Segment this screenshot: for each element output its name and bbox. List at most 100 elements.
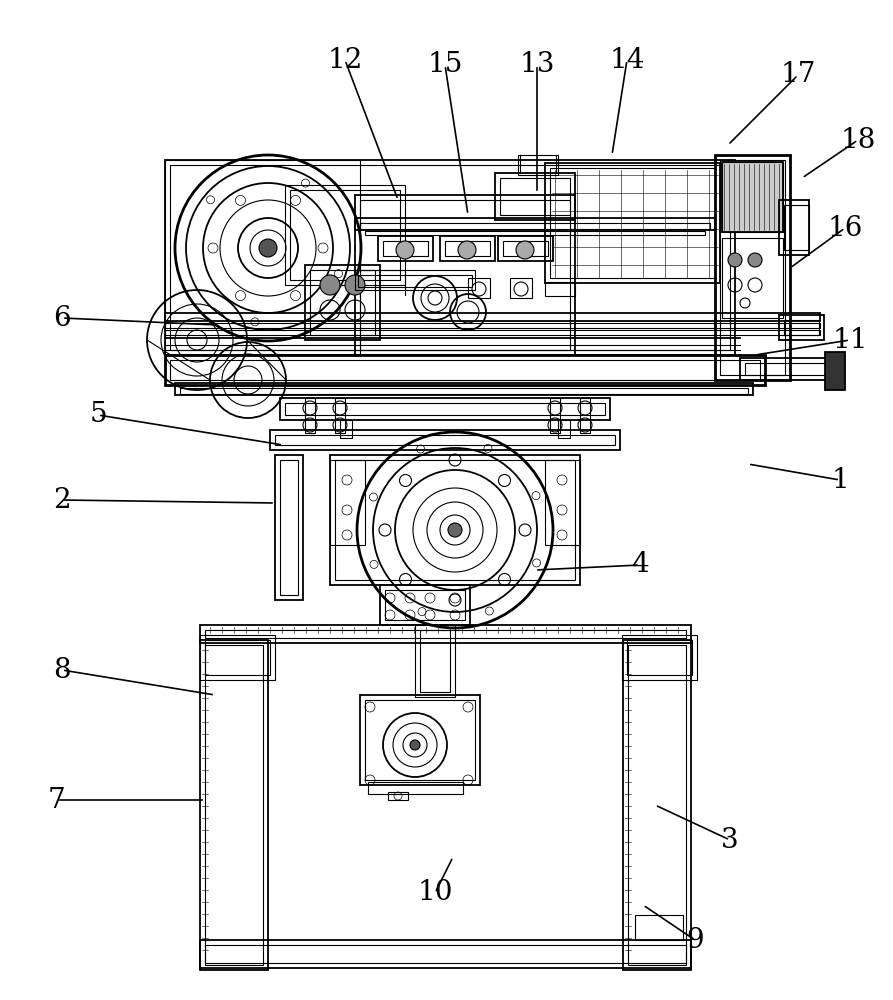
Bar <box>628 645 686 965</box>
Bar <box>360 223 710 229</box>
Text: 17: 17 <box>780 62 815 89</box>
Text: 1: 1 <box>831 466 849 493</box>
Bar <box>310 270 375 335</box>
Circle shape <box>396 241 414 259</box>
Bar <box>503 241 548 256</box>
Bar <box>722 162 783 232</box>
Bar <box>495 173 575 220</box>
Bar <box>388 792 408 800</box>
Bar <box>380 585 470 625</box>
Text: 8: 8 <box>54 656 71 684</box>
Bar <box>825 352 845 390</box>
Bar <box>623 640 691 970</box>
Bar <box>360 200 570 350</box>
Circle shape <box>516 241 534 259</box>
Bar <box>275 455 303 600</box>
Bar <box>360 695 480 785</box>
Text: 15: 15 <box>428 51 463 79</box>
Bar <box>622 635 697 680</box>
Bar <box>270 430 620 450</box>
Bar <box>285 403 605 415</box>
Bar <box>165 160 735 355</box>
Bar <box>335 398 345 433</box>
Bar <box>740 358 835 380</box>
Bar <box>722 238 783 318</box>
Bar <box>355 195 575 355</box>
Text: 9: 9 <box>686 926 704 954</box>
Bar <box>280 460 298 595</box>
Text: 18: 18 <box>840 126 876 153</box>
Bar <box>355 218 715 230</box>
Bar <box>285 185 405 285</box>
Bar <box>365 700 475 780</box>
Bar <box>720 160 785 375</box>
Bar <box>722 162 783 232</box>
Circle shape <box>748 253 762 267</box>
Bar <box>165 323 820 328</box>
Bar <box>170 165 730 350</box>
Bar <box>779 200 809 255</box>
Bar <box>205 630 686 638</box>
Bar <box>368 782 463 794</box>
Bar <box>715 155 790 380</box>
Bar <box>385 590 465 620</box>
Bar <box>383 241 428 256</box>
Bar <box>779 315 824 340</box>
Bar <box>510 278 532 298</box>
Bar <box>275 435 615 445</box>
Bar <box>200 635 275 680</box>
Circle shape <box>728 253 742 267</box>
Text: 4: 4 <box>631 552 649 578</box>
Bar <box>550 168 715 278</box>
Bar <box>745 363 830 375</box>
Text: 7: 7 <box>48 786 66 814</box>
Bar <box>335 460 575 580</box>
Circle shape <box>458 241 476 259</box>
Bar <box>330 455 580 585</box>
Bar <box>498 236 553 261</box>
Bar <box>305 398 315 433</box>
Bar <box>365 231 705 235</box>
Bar <box>165 160 360 355</box>
Bar <box>545 460 580 545</box>
Bar <box>355 270 475 290</box>
Bar <box>200 640 268 970</box>
Circle shape <box>448 523 462 537</box>
Bar <box>165 355 765 385</box>
Text: 13: 13 <box>520 51 555 79</box>
Bar <box>420 630 450 692</box>
Bar <box>180 388 748 394</box>
Text: 2: 2 <box>54 487 71 514</box>
Text: 3: 3 <box>722 826 739 854</box>
Bar <box>468 278 490 298</box>
Bar <box>200 940 691 968</box>
Circle shape <box>410 740 420 750</box>
Circle shape <box>320 275 340 295</box>
Bar <box>340 420 352 438</box>
Bar <box>358 275 472 287</box>
Bar <box>580 398 590 433</box>
Text: 16: 16 <box>827 215 863 241</box>
Bar <box>205 640 270 675</box>
Text: 12: 12 <box>328 46 363 74</box>
Circle shape <box>345 275 365 295</box>
Bar <box>545 163 720 283</box>
Bar <box>290 190 400 280</box>
Bar <box>305 265 380 340</box>
Bar <box>378 236 433 261</box>
Text: 10: 10 <box>417 880 453 906</box>
Bar <box>280 398 610 420</box>
Text: 14: 14 <box>609 46 645 74</box>
Bar <box>205 645 263 965</box>
Bar <box>330 460 365 545</box>
Bar <box>500 178 570 215</box>
Bar <box>518 155 558 175</box>
Bar <box>558 420 570 438</box>
Text: 6: 6 <box>54 304 71 332</box>
Bar <box>635 915 683 940</box>
Bar <box>170 360 760 380</box>
Bar <box>415 625 455 697</box>
Bar <box>627 640 692 675</box>
Bar <box>165 313 820 321</box>
Bar <box>784 320 819 335</box>
